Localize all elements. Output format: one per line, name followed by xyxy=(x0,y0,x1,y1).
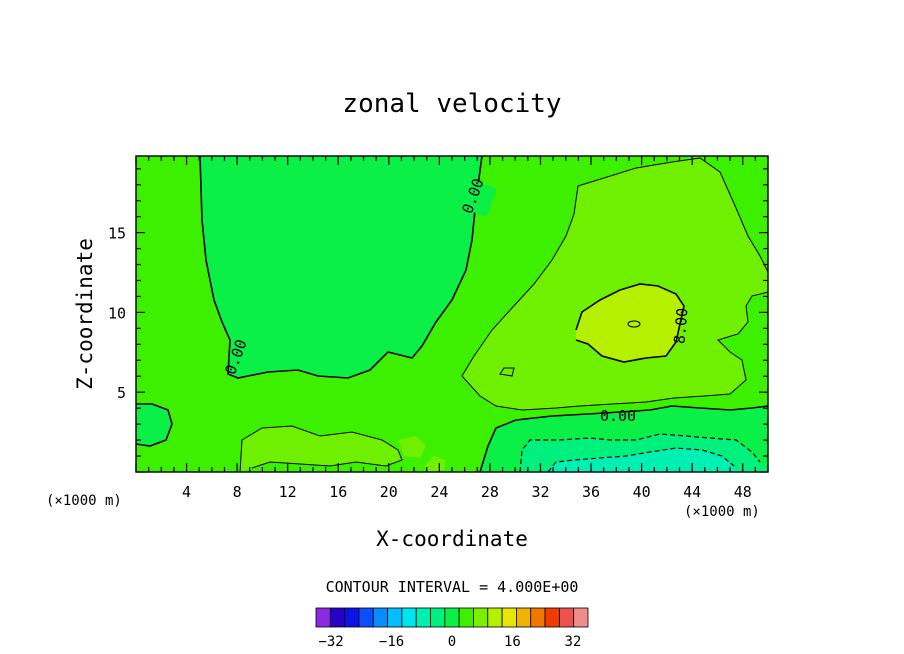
colorbar-swatch xyxy=(487,607,503,628)
colorbar-swatch xyxy=(415,607,431,628)
contour-interval-text: CONTOUR INTERVAL = 4.000E+00 xyxy=(326,578,579,596)
colorbar-swatch xyxy=(558,607,575,628)
contour-four-tongue xyxy=(577,157,768,273)
x-unit-left: (×1000 m) xyxy=(46,493,122,509)
region-positive-tongue-right xyxy=(462,158,768,410)
plot-area: 0.00 0.00 0.00 8.00 xyxy=(136,156,768,472)
region-positive-bottom-patch-1 xyxy=(240,426,402,472)
x-tick-label: 36 xyxy=(582,483,600,501)
x-tick-label: 44 xyxy=(683,483,701,501)
x-tick-label: 16 xyxy=(329,483,347,501)
colorbar-tick-label: −16 xyxy=(379,634,404,650)
contour-four-tongue-lower xyxy=(461,185,768,411)
region-negative-core-left xyxy=(200,156,482,378)
colorbar-swatch xyxy=(387,607,403,628)
chart-title: zonal velocity xyxy=(342,89,561,119)
colorbar-swatch xyxy=(516,607,532,628)
region-positive-bottom-patch-3 xyxy=(424,456,446,472)
colorbar-swatch xyxy=(315,607,331,628)
x-tick-label: 20 xyxy=(380,483,398,501)
contour-label-4: 8.00 xyxy=(670,307,691,345)
colorbar-swatch xyxy=(358,607,374,628)
contour-max-loop xyxy=(627,320,641,328)
region-positive-max xyxy=(576,284,684,362)
contour-label-3: 0.00 xyxy=(600,407,636,425)
contour-small-loop xyxy=(499,367,515,377)
y-tick-label: 5 xyxy=(117,384,126,402)
x-tick-label: 4 xyxy=(182,483,191,501)
x-axis-title: X-coordinate xyxy=(376,527,528,551)
y-tick-label: 10 xyxy=(108,304,126,322)
colorbar-swatch xyxy=(372,607,388,628)
colorbar-swatch xyxy=(329,607,346,628)
contour-zero-left-edge xyxy=(136,403,173,447)
colorbar-tick-label: 32 xyxy=(564,634,581,650)
contour-zero-lower xyxy=(479,405,768,472)
region-positive-bottom-patch-2 xyxy=(398,436,426,458)
contour-neg-eight xyxy=(547,447,735,472)
region-negative-left-edge xyxy=(136,404,172,446)
colorbar-swatch xyxy=(573,607,589,628)
x-tick-labels: 4 8 12 16 20 24 28 32 36 40 44 48 xyxy=(182,483,752,501)
colorbar-swatch xyxy=(401,607,417,628)
x-tick-label: 24 xyxy=(430,483,448,501)
x-tick-label: 12 xyxy=(279,483,297,501)
colorbar-swatch xyxy=(530,607,546,628)
colorbar-tick-label: 0 xyxy=(448,634,456,650)
colorbar-swatch xyxy=(544,607,560,628)
colorbar-swatch xyxy=(473,607,489,628)
contour-neg-four xyxy=(519,433,761,472)
contour-zero-left-core xyxy=(199,156,483,379)
x-unit-right: (×1000 m) xyxy=(684,504,760,520)
region-negative-bottom-right-strong xyxy=(548,448,738,472)
y-axis-title: Z-coordinate xyxy=(73,238,97,390)
x-tick-label: 32 xyxy=(531,483,549,501)
colorbar-swatch xyxy=(501,607,517,628)
colorbar-swatch xyxy=(344,607,360,628)
colorbar-swatch xyxy=(430,607,446,628)
contour-label-bg-1 xyxy=(449,175,497,217)
colorbar xyxy=(315,607,589,628)
y-tick-label: 15 xyxy=(108,225,126,243)
y-tick-labels: 5 10 15 xyxy=(108,225,126,403)
contour-four-bottom-patch xyxy=(239,425,403,472)
colorbar-swatch xyxy=(458,607,474,628)
colorbar-tick-label: 16 xyxy=(504,634,521,650)
axis-ticks xyxy=(135,156,769,473)
x-tick-label: 48 xyxy=(734,483,752,501)
colorbar-tick-labels: −32 −16 0 16 32 xyxy=(318,634,581,650)
colorbar-swatch xyxy=(444,607,460,628)
colorbar-tick-label: −32 xyxy=(318,634,343,650)
x-tick-label: 40 xyxy=(633,483,651,501)
x-tick-label: 8 xyxy=(233,483,242,501)
x-tick-label: 28 xyxy=(481,483,499,501)
contour-eight xyxy=(575,283,685,363)
